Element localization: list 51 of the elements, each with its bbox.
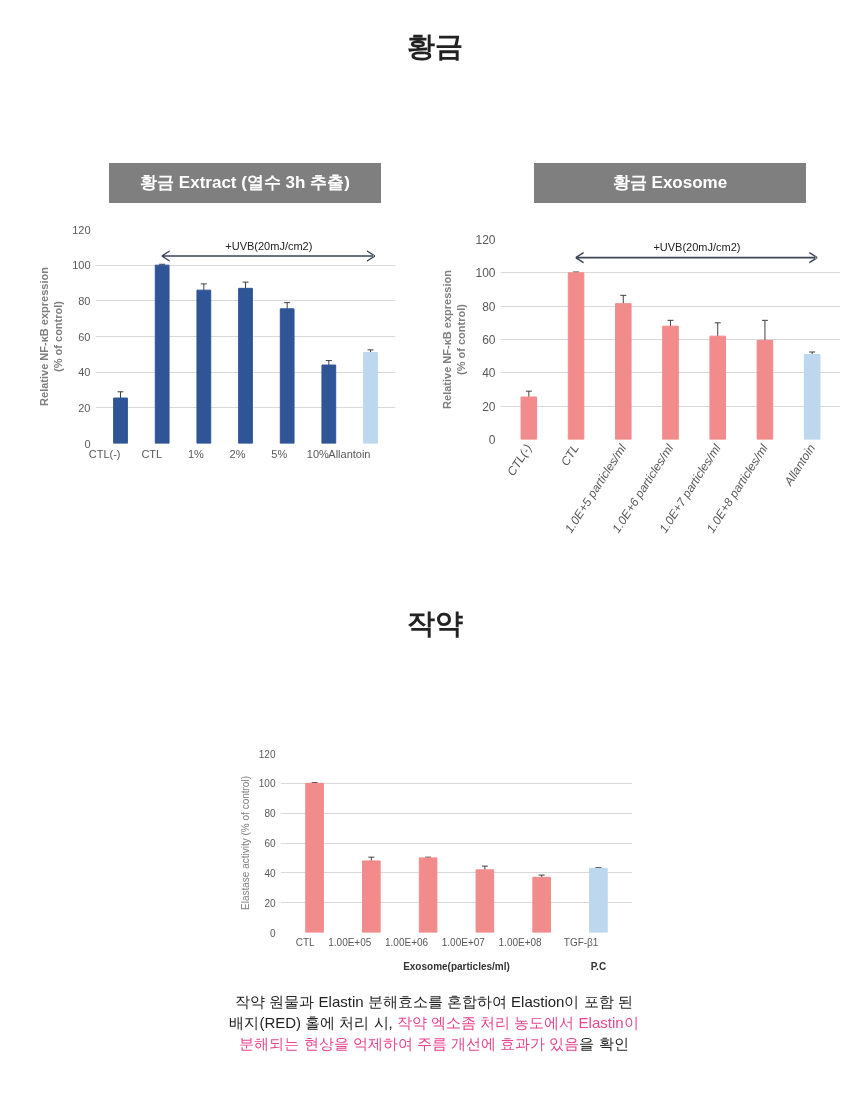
x-tick-label: CTL xyxy=(141,447,163,460)
x-tick-label: TGF-β1 xyxy=(563,937,599,948)
text: 을 확인 xyxy=(579,1035,629,1052)
y-axis-title: Relative NF-κB expression (% of control) xyxy=(37,266,65,406)
y-axis-title: Relative NF-κB expression (% of control) xyxy=(441,269,468,409)
x-tick-label: Allantoin xyxy=(328,447,371,460)
text: 황금 xyxy=(406,30,464,64)
y-tick-label: 120 xyxy=(258,748,276,760)
y-tick-label: 0 xyxy=(488,433,496,447)
y-tick-label: 20 xyxy=(78,401,91,414)
y-tick-label: 60 xyxy=(482,333,496,347)
x-tick-label: 1.00E+06 xyxy=(385,937,429,948)
y-tick-label: 20 xyxy=(482,399,496,414)
x-tick-label: CTL xyxy=(557,441,582,469)
y-tick-label: 60 xyxy=(264,838,276,849)
y-tick-label: 40 xyxy=(264,867,276,879)
x-tick-label: CTL(-) xyxy=(88,447,121,460)
annotation: +UVB(20mJ/cm2) xyxy=(225,239,313,252)
x-tick-label: 1.00E+08 xyxy=(498,937,543,948)
chart-title: 황금 Exosome xyxy=(534,163,806,204)
y-tick-label: 80 xyxy=(482,299,496,314)
y-tick-label: 0 xyxy=(84,437,91,450)
text: 작약 원물과 Elastin 분해효소를 혼합하여 Elastion이 포함 된 xyxy=(235,993,633,1010)
x-tick-label: 1.00E+05 xyxy=(328,937,372,948)
y-tick-label: 60 xyxy=(78,330,91,343)
text: P.C xyxy=(590,960,607,972)
x-tick-label: 10% xyxy=(306,447,330,460)
x-axis-title: Exosome(particles/ml) xyxy=(403,960,510,972)
y-tick-label: 100 xyxy=(72,259,91,272)
text: 작약 엑소좀 처리 농도에서 Elastin이 xyxy=(396,1014,639,1031)
y-tick-label: 120 xyxy=(475,233,496,247)
text: 배지(RED) 홀에 처리 시, xyxy=(229,1014,393,1031)
y-tick-label: 40 xyxy=(482,366,496,381)
y-axis-title: Elastase activity (% of control) xyxy=(239,776,251,910)
x-tick-label: 2% xyxy=(229,447,246,460)
y-tick-label: 100 xyxy=(258,778,276,790)
y-tick-label: 120 xyxy=(72,223,91,236)
x-tick-label: CTL xyxy=(295,937,315,948)
x-tick-label: 5% xyxy=(271,447,288,460)
text: 분해되는 현상을 억제하여 주름 개선에 효과가 있음 xyxy=(239,1035,580,1052)
y-tick-label: 40 xyxy=(78,366,91,379)
text: 작약 xyxy=(406,607,464,641)
y-tick-label: 0 xyxy=(269,927,276,939)
y-tick-label: 20 xyxy=(264,897,276,909)
y-tick-label: 80 xyxy=(264,808,276,820)
y-tick-label: 100 xyxy=(475,266,496,281)
annotation: +UVB(20mJ/cm2) xyxy=(653,241,741,254)
x-tick-label: 1.00E+07 xyxy=(441,937,486,948)
y-tick-label: 80 xyxy=(78,294,91,307)
x-tick-label: 1% xyxy=(187,447,205,460)
chart-title: 황금 Extract (열수 3h 추출) xyxy=(109,163,381,204)
